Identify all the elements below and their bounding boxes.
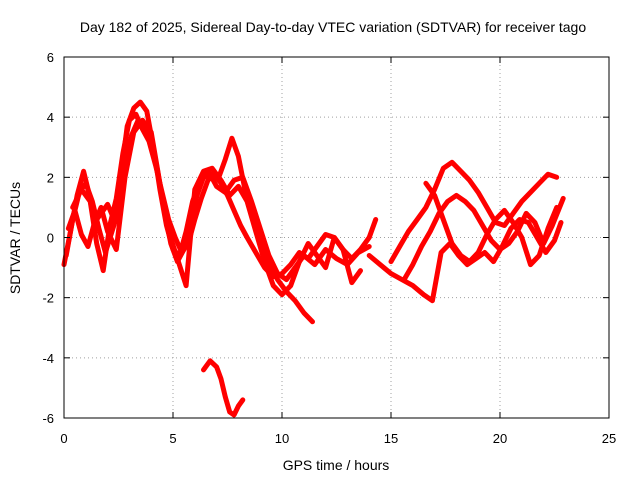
y-tick-label: -6: [42, 411, 54, 426]
y-tick-label: 0: [47, 231, 54, 246]
x-tick-label: 15: [384, 431, 398, 446]
y-tick-label: 6: [47, 50, 54, 65]
x-tick-label: 20: [493, 431, 507, 446]
y-tick-label: -2: [42, 291, 54, 306]
x-tick-label: 10: [275, 431, 289, 446]
y-tick-label: 2: [47, 170, 54, 185]
series-trace-7: [388, 159, 560, 265]
x-tick-label: 0: [60, 431, 67, 446]
y-axis-label: SDTVAR / TECUs: [7, 182, 23, 294]
series-trace-8: [401, 192, 566, 283]
x-axis-label: GPS time / hours: [283, 457, 390, 473]
chart-title: Day 182 of 2025, Sidereal Day-to-day VTE…: [80, 19, 587, 35]
y-tick-label: -4: [42, 351, 54, 366]
series-trace-4: [70, 111, 379, 280]
axis-ticks: 0 5 10 15 20 25 -6 -4 -2 0 2 4 6: [42, 50, 616, 446]
data-series: [61, 99, 566, 418]
y-tick-label: 4: [47, 110, 54, 125]
series-trace-2: [63, 117, 372, 283]
series-trace-9: [423, 180, 560, 268]
series-trace-3: [65, 117, 363, 298]
x-tick-label: 5: [169, 431, 176, 446]
series-trace-5: [201, 358, 246, 418]
x-tick-label: 25: [602, 431, 616, 446]
